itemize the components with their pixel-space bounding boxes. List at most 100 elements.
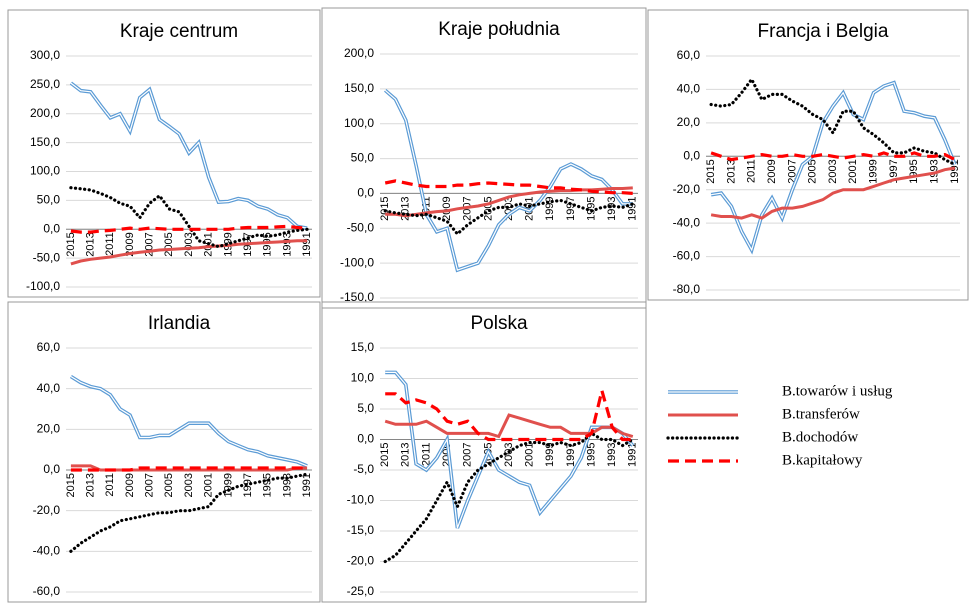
x-tick-label: 2003: [827, 159, 839, 183]
series-line-highlight: [385, 371, 634, 529]
x-tick-label: 1995: [585, 443, 597, 467]
x-tick-label: 1999: [222, 473, 234, 497]
y-tick-label: 50,0: [37, 193, 61, 207]
x-tick-label: 1991: [627, 443, 639, 467]
legend-label: B.dochodów: [782, 429, 858, 445]
x-tick-label: 2013: [85, 473, 97, 497]
series-line: [383, 431, 635, 564]
y-tick-label: 150,0: [30, 135, 60, 149]
x-tick-label: 2011: [104, 473, 116, 497]
series-line-highlight: [70, 82, 308, 229]
legend-label: B.towarów i usług: [782, 383, 893, 399]
x-tick-label: 1997: [565, 443, 577, 467]
series-line: [384, 179, 633, 195]
x-tick-label: 1997: [242, 473, 254, 497]
y-tick-label: 60,0: [37, 340, 61, 354]
x-tick-label: 2015: [65, 232, 77, 256]
x-tick-label: 2011: [420, 443, 432, 467]
y-tick-label: 0,0: [43, 462, 60, 476]
x-tick-label: 1995: [585, 196, 597, 220]
y-tick-label: -25,0: [347, 584, 375, 598]
panel-border: [647, 9, 969, 301]
y-tick-label: 100,0: [30, 164, 60, 178]
series-line: [70, 224, 308, 234]
y-tick-label: 0,0: [43, 221, 60, 235]
x-tick-label: 1995: [908, 159, 920, 183]
x-tick-label: 2001: [847, 159, 859, 183]
x-tick-label: 2007: [144, 473, 156, 497]
x-tick-label: 2013: [85, 232, 97, 256]
x-tick-label: 1997: [888, 159, 900, 183]
x-tick-label: 2009: [441, 196, 453, 220]
y-tick-label: -40,0: [33, 544, 61, 558]
series-line: [710, 151, 956, 162]
y-tick-label: -150,0: [340, 290, 374, 304]
x-tick-label: 2003: [183, 232, 195, 256]
y-tick-label: 40,0: [677, 82, 701, 96]
x-tick-label: 2007: [462, 443, 474, 467]
y-tick-label: 250,0: [30, 77, 60, 91]
x-tick-label: 1999: [868, 159, 880, 183]
panel-border: [7, 301, 321, 603]
legend-label: B.kapitałowy: [782, 452, 863, 468]
y-tick-label: -100,0: [340, 255, 374, 269]
y-tick-label: -20,0: [673, 182, 701, 196]
y-tick-label: -20,0: [33, 503, 61, 517]
legend-label: B.transferów: [782, 406, 860, 422]
x-tick-label: 2005: [163, 473, 175, 497]
y-tick-label: 200,0: [30, 106, 60, 120]
x-tick-label: 1993: [281, 232, 293, 256]
series-line: [383, 198, 635, 237]
y-tick-label: -5,0: [353, 462, 374, 476]
y-tick-label: 300,0: [30, 48, 60, 62]
y-tick-label: 100,0: [344, 116, 374, 130]
chart-title: Francja i Belgia: [758, 21, 889, 42]
y-tick-label: 40,0: [37, 381, 61, 395]
y-tick-label: 0,0: [357, 186, 374, 200]
y-tick-label: -50,0: [347, 220, 375, 234]
chart-title: Kraje centrum: [120, 21, 238, 42]
y-tick-label: 50,0: [351, 151, 375, 165]
x-tick-label: 2015: [65, 473, 77, 497]
x-tick-label: 2013: [400, 443, 412, 467]
y-tick-label: -50,0: [33, 250, 61, 264]
x-tick-label: 2011: [104, 232, 116, 256]
y-tick-label: 0,0: [683, 148, 700, 162]
x-tick-label: 1999: [544, 196, 556, 220]
series-line-highlight: [70, 375, 308, 467]
x-tick-label: 1993: [281, 473, 293, 497]
y-tick-label: 0,0: [357, 432, 374, 446]
x-tick-label: 1991: [301, 232, 313, 256]
y-tick-label: -60,0: [673, 249, 701, 263]
y-tick-label: 150,0: [344, 81, 374, 95]
y-tick-label: 15,0: [351, 340, 375, 354]
series-line: [385, 384, 633, 442]
y-tick-label: -60,0: [33, 584, 61, 598]
x-tick-label: 1999: [544, 443, 556, 467]
y-tick-label: 5,0: [357, 401, 374, 415]
y-tick-label: 20,0: [677, 115, 701, 129]
x-tick-label: 1991: [949, 159, 961, 183]
y-tick-label: -10,0: [347, 493, 375, 507]
y-tick-label: -100,0: [26, 279, 60, 293]
x-tick-label: 1997: [565, 196, 577, 220]
panel-border: [321, 301, 647, 603]
y-tick-label: 60,0: [677, 48, 701, 62]
panel-border: [321, 7, 647, 309]
chart-title: Irlandia: [148, 313, 211, 334]
x-tick-label: 2001: [524, 443, 536, 467]
x-tick-label: 2005: [807, 159, 819, 183]
x-tick-label: 2013: [725, 159, 737, 183]
y-tick-label: -15,0: [347, 523, 375, 537]
x-tick-label: 2009: [124, 232, 136, 256]
x-tick-label: 2015: [379, 443, 391, 467]
x-tick-label: 2015: [379, 196, 391, 220]
x-tick-label: 2003: [183, 473, 195, 497]
panel-border: [7, 9, 321, 298]
chart-title: Kraje południa: [438, 19, 560, 40]
series-line: [70, 239, 308, 266]
x-tick-label: 2015: [705, 159, 717, 183]
x-tick-label: 1991: [301, 473, 313, 497]
y-tick-label: 20,0: [37, 422, 61, 436]
